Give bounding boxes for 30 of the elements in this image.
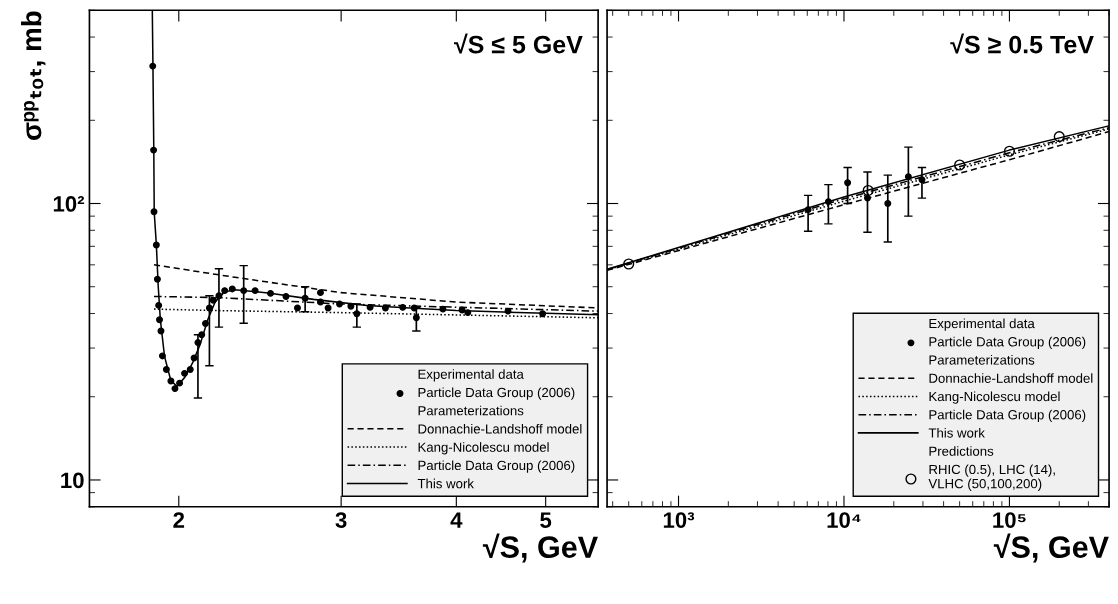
x-tick-label: 4 (450, 512, 463, 528)
x-tick-label: 2 (173, 512, 185, 528)
y-tick-label: 10 (61, 472, 84, 489)
legend-label: Particle Data Group (2006) (929, 409, 1086, 422)
legend-label: Donnachie-Landshoff model (418, 423, 582, 434)
legend-label: Kang-Nicolescu model (418, 442, 549, 455)
legend-label: Particle Data Group (2006) (418, 387, 575, 400)
annotation: Experimental data (929, 318, 1035, 331)
annotation: Experimental data (418, 369, 524, 382)
x-axis-title: √S, GeV (993, 533, 1109, 563)
y-axis-title: σᵖᵖₜₒₜ, mb (21, 11, 46, 140)
legend-label: Particle Data Group (2006) (418, 460, 575, 473)
annotation: Predictions (929, 446, 994, 456)
annotation: √S ≥ 0.5 TeV (950, 33, 1094, 54)
legend-label: Kang-Nicolescu model (929, 391, 1060, 404)
annotation: √S ≤ 5 GeV (454, 33, 583, 54)
x-tick-label: 10⁴ (827, 512, 861, 528)
annotation: Parameterizations (418, 405, 524, 416)
legend-label: RHIC (0.5), LHC (14), VLHC (50,100,200) (928, 464, 1055, 491)
annotation: Parameterizations (929, 354, 1035, 365)
x-axis-title: √S, GeV (482, 533, 598, 563)
x-tick-label: 5 (540, 512, 552, 528)
legend-label: Donnachie-Landshoff model (929, 373, 1093, 383)
legend-label: Particle Data Group (2006) (929, 336, 1086, 350)
legend-label: This work (928, 427, 985, 438)
x-tick-label: 3 (335, 512, 347, 528)
x-tick-label: 10⁵ (993, 512, 1026, 528)
legend-label: This work (417, 478, 474, 489)
y-tick-label: 10² (53, 196, 85, 212)
x-tick-label: 10³ (663, 512, 695, 528)
